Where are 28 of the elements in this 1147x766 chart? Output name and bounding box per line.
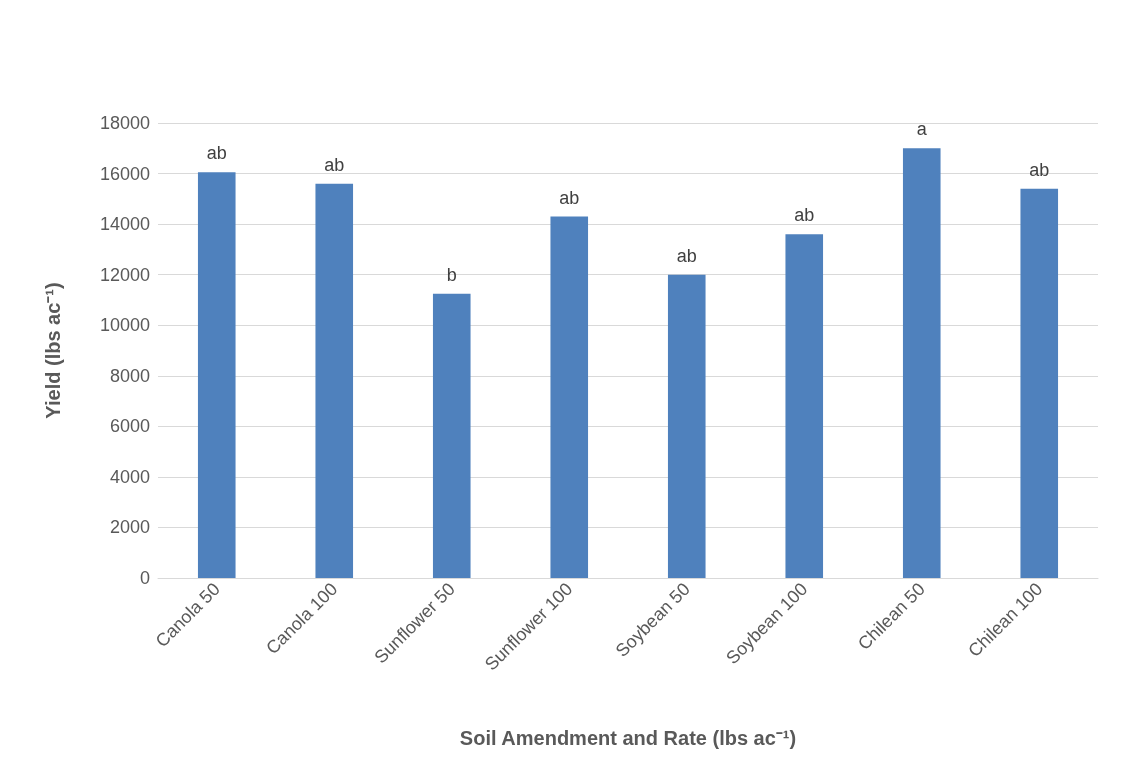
y-tick-label: 12000 (99, 264, 150, 285)
annotation: ab (324, 154, 345, 175)
y-tick-label: 14000 (99, 214, 150, 235)
bar (667, 274, 706, 578)
bar (432, 293, 471, 578)
bar (1020, 188, 1059, 578)
y-tick-label: 4000 (109, 466, 150, 487)
y-tick-label: 2000 (109, 517, 150, 538)
bar (902, 148, 941, 578)
annotation: b (446, 264, 457, 285)
y-tick-label: 10000 (99, 315, 150, 336)
annotation: ab (676, 245, 697, 266)
y-axis-title: Yield (lbs ac⁻¹) (42, 282, 64, 419)
annotation: a (916, 119, 928, 140)
annotation: ab (1029, 159, 1050, 180)
y-tick-label: 8000 (109, 365, 150, 386)
annotation: ab (794, 205, 815, 226)
y-tick-label: 18000 (99, 113, 150, 133)
bar (550, 216, 589, 578)
bar (785, 234, 824, 578)
y-tick-label: 6000 (109, 416, 150, 437)
x-axis-title: Soil Amendment and Rate (lbs ac⁻¹) (459, 727, 797, 749)
annotation: ab (559, 187, 580, 208)
annotation: ab (206, 143, 227, 164)
bar (197, 172, 236, 578)
y-tick-label: 0 (139, 568, 150, 588)
y-tick-label: 16000 (99, 163, 150, 184)
bar (315, 183, 354, 578)
